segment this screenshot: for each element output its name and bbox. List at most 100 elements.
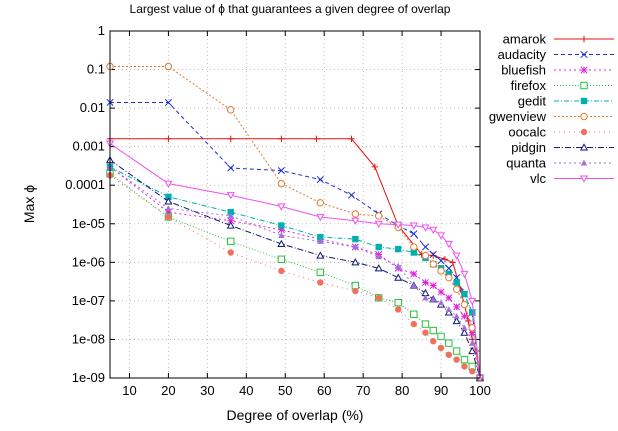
data-point-firefox — [277, 255, 286, 263]
legend-label: vlc — [530, 171, 546, 186]
legend-label: pidgin — [511, 140, 546, 155]
legend: amarokaudacitybluefishfirefoxgeditgwenvi… — [489, 32, 614, 186]
data-point-vlc — [394, 221, 403, 229]
grid — [110, 31, 480, 378]
data-point-vlc — [452, 252, 461, 260]
series-line-audacity — [110, 102, 481, 379]
data-point-bluefish — [468, 329, 476, 337]
data-point-amarok — [278, 135, 285, 142]
data-point-pidgin — [452, 316, 461, 325]
data-point-amarok — [371, 163, 379, 171]
data-point-oocalc — [445, 351, 453, 358]
data-point-pidgin — [164, 197, 173, 205]
data-point-pidgin — [277, 239, 286, 247]
data-point-pidgin — [444, 308, 453, 316]
data-point-quanta — [410, 282, 417, 289]
data-point-gedit — [278, 222, 285, 229]
series-audacity — [106, 98, 484, 382]
plot-frame — [109, 30, 481, 379]
data-point-firefox — [410, 310, 418, 318]
y-tick-label: 1 — [98, 23, 105, 38]
y-tick-label: 0.0001 — [65, 177, 105, 192]
data-point-firefox — [445, 339, 453, 347]
data-point-quanta — [445, 306, 453, 313]
data-point-amarok — [348, 135, 355, 142]
series-line-oocalc — [109, 174, 481, 379]
data-point-gedit — [352, 235, 359, 243]
data-point-oocalc — [461, 363, 468, 370]
data-point-gwenview — [460, 300, 469, 309]
data-point-vlc — [429, 226, 438, 234]
data-point-vlc — [374, 220, 383, 229]
data-point-gwenview — [429, 260, 437, 268]
legend-item-audacity: audacity — [498, 47, 614, 62]
data-point-vlc — [226, 192, 235, 200]
data-point-pidgin — [468, 346, 477, 355]
data-point-pidgin — [351, 258, 360, 266]
data-point-firefox — [452, 347, 461, 355]
x-axis-title: Degree of overlap (%) — [227, 407, 364, 423]
x-tick-label: 90 — [434, 383, 448, 398]
data-point-gedit — [445, 270, 453, 278]
data-point-quanta — [469, 339, 476, 346]
data-point-audacity — [316, 176, 324, 184]
x-tick-label: 80 — [395, 383, 409, 398]
data-point-oocalc — [422, 329, 429, 336]
data-point-gedit — [410, 249, 417, 256]
legend-item-oocalc: oocalc — [508, 125, 614, 140]
legend-marker — [580, 35, 588, 43]
data-point-gwenview — [452, 285, 461, 293]
data-point-audacity — [421, 243, 430, 251]
data-point-firefox — [316, 268, 325, 277]
data-point-bluefish — [164, 208, 172, 216]
series-line-pidgin — [109, 159, 481, 379]
legend-marker — [580, 112, 588, 121]
y-tick-label: 1e-09 — [72, 370, 105, 385]
data-point-gwenview — [277, 179, 286, 188]
axes: 10 20 30 40 50 60 70 80 90 100 1 0.1 0.01 0.001 0.0001… — [65, 23, 491, 398]
data-point-firefox — [227, 237, 235, 246]
data-point-gedit — [395, 245, 402, 253]
data-point-pidgin — [394, 273, 403, 281]
data-point-oocalc — [469, 368, 476, 375]
legend-item-pidgin: pidgin — [511, 140, 614, 155]
legend-label: audacity — [498, 47, 547, 62]
data-point-bluefish — [277, 226, 285, 234]
data-point-bluefish — [453, 303, 461, 311]
data-point-bluefish — [410, 270, 418, 278]
data-point-oocalc — [395, 306, 402, 313]
series-line-bluefish — [109, 166, 481, 379]
data-point-gwenview — [316, 199, 325, 207]
x-tick-label: 10 — [122, 383, 136, 398]
data-point-firefox — [429, 326, 437, 335]
series-line-gedit — [109, 166, 481, 379]
data-point-quanta — [430, 296, 437, 302]
y-tick-label: 0.01 — [80, 100, 105, 115]
data-point-vlc — [316, 213, 325, 222]
data-point-vlc — [444, 240, 453, 249]
series-quanta — [106, 163, 484, 381]
legend-marker — [580, 159, 588, 166]
data-point-oocalc — [430, 338, 437, 345]
series-gedit — [106, 163, 484, 382]
data-point-vlc — [468, 297, 477, 306]
data-point-firefox — [421, 320, 430, 328]
data-point-vlc — [409, 222, 418, 230]
data-point-amarok — [165, 135, 172, 142]
data-point-vlc — [421, 224, 430, 232]
data-point-bluefish — [460, 312, 468, 320]
data-point-gedit — [165, 193, 172, 201]
series-firefox — [106, 169, 484, 382]
y-tick-label: 0.001 — [72, 139, 105, 154]
data-point-gedit — [227, 208, 234, 216]
data-point-gwenview — [437, 267, 445, 275]
data-point-quanta — [395, 262, 402, 269]
legend-marker — [580, 66, 588, 74]
data-point-amarok — [449, 259, 456, 266]
legend-label: quanta — [506, 156, 547, 171]
legend-item-quanta: quanta — [506, 156, 614, 171]
series-oocalc — [106, 172, 484, 382]
data-point-quanta — [375, 253, 382, 260]
legend-marker — [580, 81, 588, 90]
data-point-pidgin — [460, 328, 469, 336]
